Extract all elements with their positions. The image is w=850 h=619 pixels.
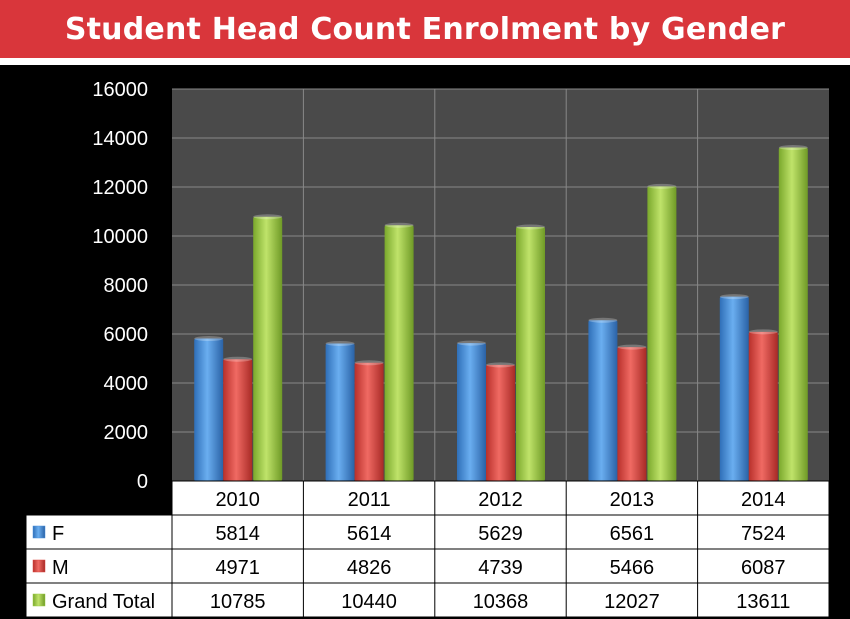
bar-cap (325, 340, 355, 346)
bar-cap (748, 329, 778, 335)
data-label: 13611 (736, 591, 790, 613)
table-body-bg (26, 515, 829, 617)
bar-cap (253, 214, 283, 220)
data-label: 5629 (478, 523, 523, 545)
y-tick-label: 12000 (92, 177, 148, 199)
y-tick-label: 16000 (92, 79, 148, 101)
bar-f (588, 320, 618, 481)
series-label: M (52, 557, 69, 579)
legend-key-m (32, 559, 46, 573)
y-axis: 0 2000 4000 6000 8000 10000 12000 14000 16000 (92, 79, 148, 493)
data-label: 10440 (341, 591, 397, 613)
bar-grand-total (647, 186, 677, 481)
series-label: Grand Total (52, 591, 155, 613)
bar-cap (223, 356, 253, 362)
bars (194, 145, 808, 481)
x-tick-label: 2012 (478, 489, 523, 511)
y-tick-label: 10000 (92, 226, 148, 248)
data-table: 2010 2011 2012 2013 2014 F 5814 5614 5629 6561 752… (25, 480, 830, 618)
bar-cap (194, 336, 224, 342)
data-label: 5466 (610, 557, 655, 579)
bar-f (719, 296, 749, 481)
data-label: 12027 (604, 591, 660, 613)
bar-m (223, 359, 253, 481)
bar-cap (719, 294, 749, 300)
x-tick-label: 2011 (348, 489, 391, 511)
y-tick-label: 0 (137, 471, 148, 493)
bar-m (486, 364, 515, 481)
y-tick-label: 4000 (104, 373, 149, 395)
y-tick-label: 2000 (104, 422, 149, 444)
data-label: 10785 (210, 591, 266, 613)
bar-cap (617, 344, 647, 350)
title-bar: Student Head Count Enrolment by Gender (0, 0, 850, 58)
bar-cap (588, 317, 618, 323)
data-label: 6561 (610, 523, 655, 545)
bar-cap (457, 340, 486, 346)
bar-grand-total (516, 226, 545, 481)
bar-m (748, 331, 778, 481)
data-label: 6087 (741, 557, 786, 579)
bar-f (325, 343, 355, 481)
bar-grand-total (384, 225, 414, 481)
bar-chart: 0 2000 4000 6000 8000 10000 12000 14000 16000 20… (25, 79, 830, 618)
bar-m (354, 362, 384, 481)
bar-cap (778, 145, 808, 151)
legend-key-f (32, 525, 46, 539)
y-tick-label: 6000 (104, 324, 149, 346)
bar-f (457, 343, 486, 481)
bar-cap (384, 222, 414, 228)
bar-grand-total (253, 216, 283, 481)
bar-cap (647, 183, 677, 189)
y-tick-label: 14000 (92, 128, 148, 150)
y-tick-label: 8000 (104, 275, 149, 297)
title-divider (0, 58, 850, 65)
x-tick-label: 2010 (215, 489, 260, 511)
series-label: F (52, 523, 64, 545)
legend-key-grand-total (32, 593, 46, 607)
x-tick-label: 2013 (610, 489, 655, 511)
data-label: 10368 (473, 591, 529, 613)
bar-grand-total (778, 147, 808, 481)
data-label: 5614 (347, 523, 392, 545)
bar-m (617, 347, 647, 481)
data-label: 5814 (215, 523, 260, 545)
data-label: 4739 (478, 557, 523, 579)
data-label: 7524 (741, 523, 786, 545)
data-label: 4826 (347, 557, 392, 579)
bar-f (194, 338, 224, 481)
x-tick-label: 2014 (741, 489, 786, 511)
table-header-bg (172, 481, 829, 515)
data-label: 4971 (215, 557, 260, 579)
bar-cap (516, 224, 545, 230)
bar-cap (354, 360, 384, 366)
chart-title: Student Head Count Enrolment by Gender (64, 11, 786, 47)
bar-cap (486, 362, 515, 368)
